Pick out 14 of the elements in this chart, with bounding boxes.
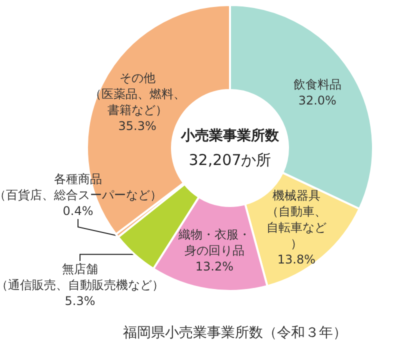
data-label: 35.3% <box>118 118 156 133</box>
slice-label: その他（医薬品、燃料、書籍など） <box>89 70 186 117</box>
data-label: 5.3% <box>64 294 96 308</box>
text: 小売業事業所数 <box>180 128 280 144</box>
data-label: 0.4% <box>62 204 94 218</box>
slice-label: 飲食料品 <box>293 78 342 92</box>
data-label: 32.0% <box>298 94 336 108</box>
slice-label: 機械器具（自動車、自転車など） <box>266 188 326 250</box>
slice-label: 織物・衣服・身の回り品 <box>177 227 250 258</box>
data-label: 13.8% <box>277 252 316 266</box>
text: 32,207か所 <box>188 151 272 169</box>
text: 福岡県小売業事業所数（令和３年） <box>123 325 347 341</box>
data-label: 13.2% <box>195 259 234 274</box>
slice-label: 無店舗（通信販売、自動販売機など） <box>0 262 164 292</box>
